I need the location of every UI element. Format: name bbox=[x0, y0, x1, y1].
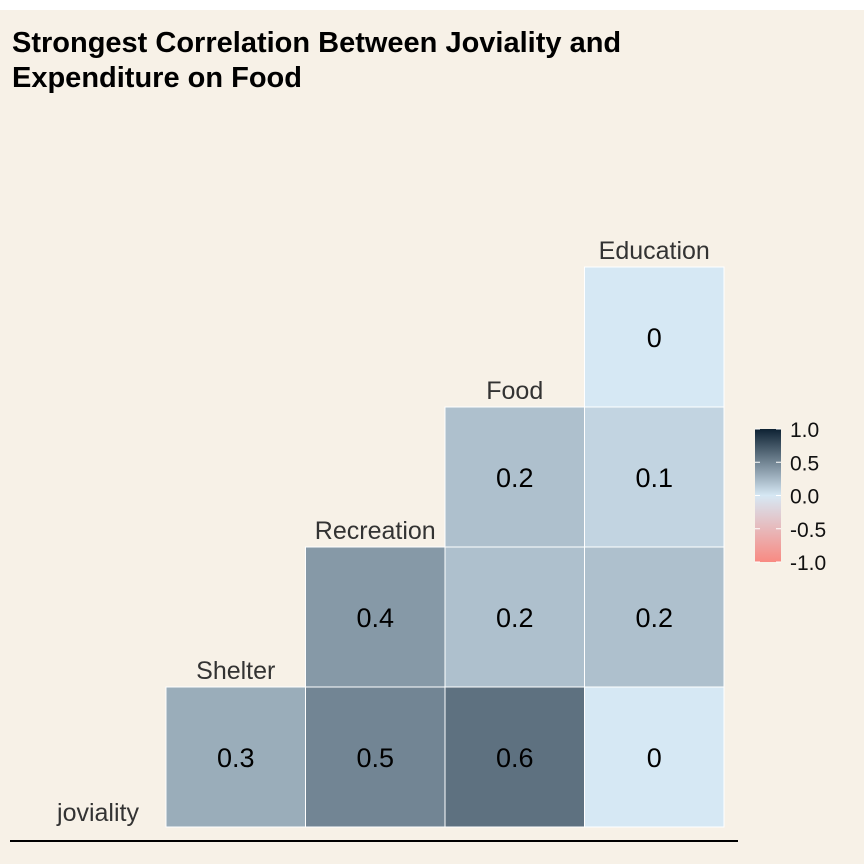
cell-value-label: 0.2 bbox=[496, 463, 534, 493]
heatmap-cell bbox=[444, 546, 585, 688]
cell-value-label: 0 bbox=[647, 743, 662, 773]
heatmap-cell bbox=[584, 686, 725, 828]
heatmap-cells: 0.3 0.5 0.6 0 0.4 0.2 0.2 0.2 0.1 0 bbox=[165, 266, 725, 828]
legend-tick-label: -0.5 bbox=[790, 519, 826, 542]
heatmap-cell bbox=[444, 406, 585, 548]
cell-value-label: 0.2 bbox=[496, 603, 534, 633]
cell-value-label: 0.2 bbox=[635, 603, 673, 633]
heatmap-cell bbox=[444, 686, 585, 828]
heatmap-cell bbox=[584, 406, 725, 548]
cell-value-label: 0.6 bbox=[496, 743, 534, 773]
cell-value-label: 0.4 bbox=[356, 603, 394, 633]
variable-label-education: Education bbox=[599, 237, 710, 265]
cell-value-label: 0.5 bbox=[356, 743, 394, 773]
cell-value-label: 0.1 bbox=[635, 463, 673, 493]
legend-tick-label: 0.5 bbox=[790, 452, 819, 475]
legend-tick-label: -1.0 bbox=[790, 552, 826, 575]
cell-value-label: 0.3 bbox=[217, 743, 255, 773]
cell-value-label: 0 bbox=[647, 323, 662, 353]
chart-title: Strongest Correlation Between Joviality … bbox=[12, 26, 772, 96]
legend-tick-label: 1.0 bbox=[790, 419, 819, 442]
variable-label-joviality: joviality bbox=[56, 799, 139, 827]
variable-label-shelter: Shelter bbox=[196, 657, 275, 685]
chart-title-line-1: Strongest Correlation Between Joviality … bbox=[12, 27, 622, 59]
heatmap-cell bbox=[584, 266, 725, 408]
heatmap-cell bbox=[305, 546, 446, 688]
chart-title-line-2: Expenditure on Food bbox=[12, 62, 302, 94]
heatmap-cell bbox=[305, 686, 446, 828]
color-legend: 1.0 0.5 0.0 -0.5 -1.0 bbox=[755, 419, 826, 575]
variable-labels: joviality Shelter Recreation Food Education bbox=[56, 237, 710, 827]
variable-label-recreation: Recreation bbox=[315, 517, 436, 545]
variable-label-food: Food bbox=[486, 377, 543, 405]
legend-tick-label: 0.0 bbox=[790, 486, 819, 509]
